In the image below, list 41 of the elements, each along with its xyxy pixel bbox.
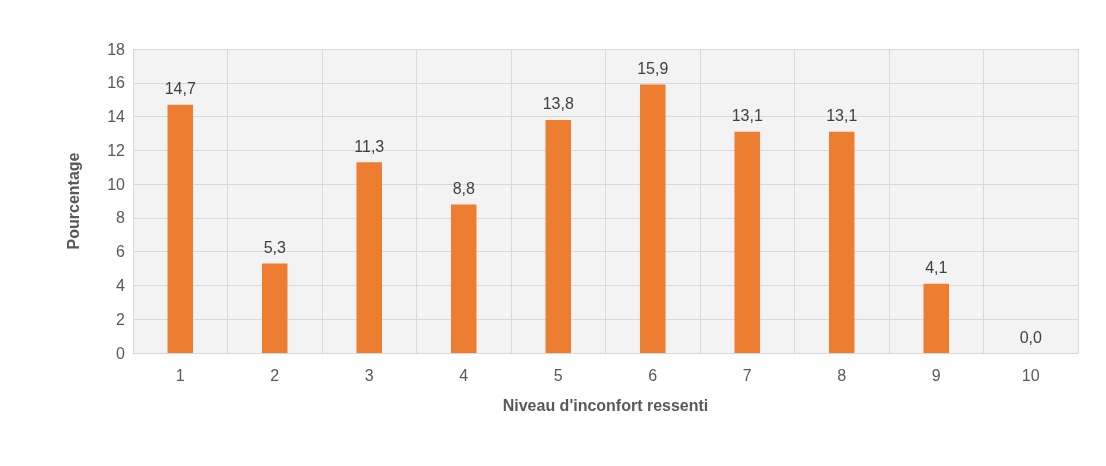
- bar: [923, 283, 950, 353]
- bar: [734, 131, 761, 353]
- data-label: 4,1: [925, 259, 948, 277]
- x-tick-label: 10: [1021, 366, 1040, 384]
- y-tick-label: 12: [107, 141, 126, 159]
- x-tick-label: 6: [648, 366, 658, 384]
- x-tick-label: 5: [553, 366, 563, 384]
- y-tick-label: 14: [107, 108, 126, 126]
- x-tick-label: 8: [837, 366, 847, 384]
- y-tick-label: 8: [116, 209, 126, 227]
- y-tick-label: 16: [107, 74, 126, 92]
- bar: [356, 162, 383, 353]
- data-label: 5,3: [263, 238, 286, 256]
- data-label: 11,3: [354, 137, 385, 155]
- data-label: 13,8: [542, 95, 574, 113]
- x-tick-label: 9: [931, 366, 941, 384]
- y-tick-label: 18: [107, 40, 126, 58]
- data-label: 13,1: [731, 107, 763, 125]
- y-tick-label: 0: [116, 344, 126, 362]
- bar: [828, 131, 855, 353]
- bar: [167, 104, 194, 353]
- y-tick-label: 4: [116, 276, 126, 294]
- data-label: 14,7: [164, 80, 196, 98]
- x-axis-title: Niveau d'inconfort ressenti: [502, 396, 709, 414]
- y-tick-label: 6: [116, 243, 126, 261]
- data-label: 15,9: [637, 59, 669, 77]
- bar: [450, 204, 477, 353]
- y-tick-label: 2: [116, 310, 126, 328]
- bar: [261, 263, 288, 353]
- x-tick-label: 7: [742, 366, 752, 384]
- bar: [545, 119, 572, 353]
- data-label: 13,1: [826, 107, 858, 125]
- x-tick-label: 4: [459, 366, 469, 384]
- x-tick-label: 2: [270, 366, 280, 384]
- data-label: 8,8: [452, 179, 475, 197]
- bar: [639, 84, 666, 353]
- x-tick-label: 1: [175, 366, 185, 384]
- y-tick-label: 10: [107, 175, 126, 193]
- y-axis-title: Pourcentage: [64, 152, 82, 250]
- x-tick-label: 3: [364, 366, 374, 384]
- data-label: 0,0: [1019, 328, 1042, 346]
